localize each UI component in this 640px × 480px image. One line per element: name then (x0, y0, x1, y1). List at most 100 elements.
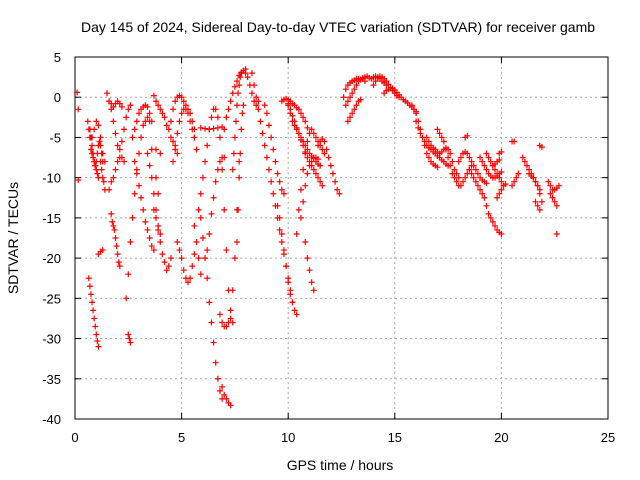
data-point (206, 230, 213, 237)
data-point (293, 126, 300, 133)
data-point (278, 239, 285, 246)
data-point (174, 130, 181, 137)
data-point (125, 271, 132, 278)
data-point (150, 206, 157, 213)
data-point (304, 124, 311, 131)
data-point (474, 182, 481, 189)
data-point (155, 226, 162, 233)
data-point (244, 74, 251, 81)
series-arc-53 (408, 102, 441, 171)
data-point (479, 190, 486, 197)
data-point (353, 82, 360, 89)
data-point (172, 146, 179, 153)
series-arc-33 (216, 158, 243, 330)
data-point (170, 106, 177, 113)
data-point (449, 170, 456, 177)
data-point (549, 194, 556, 201)
data-point (263, 154, 270, 161)
data-point (216, 311, 223, 318)
data-point (221, 126, 228, 133)
series-arc-50 (344, 96, 364, 125)
data-point (234, 239, 241, 246)
data-point (191, 251, 198, 258)
data-point (551, 198, 558, 205)
data-point (167, 118, 174, 125)
data-point (234, 102, 241, 109)
series-arc-05 (89, 118, 108, 165)
chart-title: Day 145 of 2024, Sidereal Day-to-day VTE… (81, 19, 595, 35)
data-point (110, 103, 117, 110)
series-arc-36 (234, 102, 247, 246)
data-point (253, 94, 260, 101)
data-point (142, 218, 149, 225)
data-point (103, 90, 110, 97)
data-point (153, 214, 160, 221)
data-point (538, 198, 545, 205)
data-point (223, 323, 230, 330)
data-point (75, 106, 82, 113)
data-point (498, 230, 505, 237)
data-point (210, 194, 217, 201)
data-point (323, 146, 330, 153)
data-point (189, 126, 196, 133)
data-point (195, 255, 202, 262)
data-point (302, 182, 309, 189)
series-arc-18 (150, 92, 174, 141)
data-point (232, 118, 239, 125)
data-point (92, 162, 99, 169)
series-arc-09 (103, 90, 134, 153)
data-point (100, 178, 107, 185)
data-point (285, 102, 292, 109)
data-point (74, 89, 81, 96)
data-point (317, 162, 324, 169)
data-point (229, 166, 236, 173)
data-point (126, 335, 133, 342)
data-point (481, 162, 488, 169)
data-point (308, 279, 315, 286)
data-point (231, 83, 238, 90)
data-point (280, 190, 287, 197)
data-point (523, 162, 530, 169)
data-point (304, 170, 311, 177)
data-point (492, 166, 499, 173)
data-point (208, 319, 215, 326)
data-point (466, 154, 473, 161)
data-point (291, 307, 298, 314)
series-arc-02 (75, 177, 82, 184)
series-arc-34 (221, 66, 249, 133)
data-point (310, 130, 317, 137)
data-point (300, 166, 307, 173)
data-point (93, 118, 100, 125)
data-point (417, 130, 424, 137)
data-point (98, 166, 105, 173)
data-point (472, 178, 479, 185)
data-point (212, 359, 219, 366)
data-point (295, 130, 302, 137)
data-point (131, 190, 138, 197)
data-point (92, 323, 99, 330)
data-point (146, 162, 153, 169)
data-point (75, 177, 82, 184)
data-point (93, 331, 100, 338)
series-arc-24 (174, 239, 198, 286)
series-arc-28 (197, 123, 226, 133)
data-point (470, 174, 477, 181)
data-point (150, 92, 157, 99)
data-point (261, 102, 268, 109)
data-point (447, 150, 454, 157)
data-point (118, 103, 125, 110)
data-point (483, 150, 490, 157)
data-point (240, 102, 247, 109)
data-point (178, 110, 185, 117)
data-point (129, 214, 136, 221)
series-arc-32 (204, 154, 228, 254)
data-point (325, 154, 332, 161)
data-point (310, 166, 317, 173)
data-point (511, 138, 518, 145)
data-point (165, 263, 172, 270)
series-arc-72 (547, 190, 560, 209)
data-point (227, 402, 234, 409)
data-point (165, 126, 172, 133)
data-point (361, 78, 368, 85)
data-point (236, 158, 243, 165)
